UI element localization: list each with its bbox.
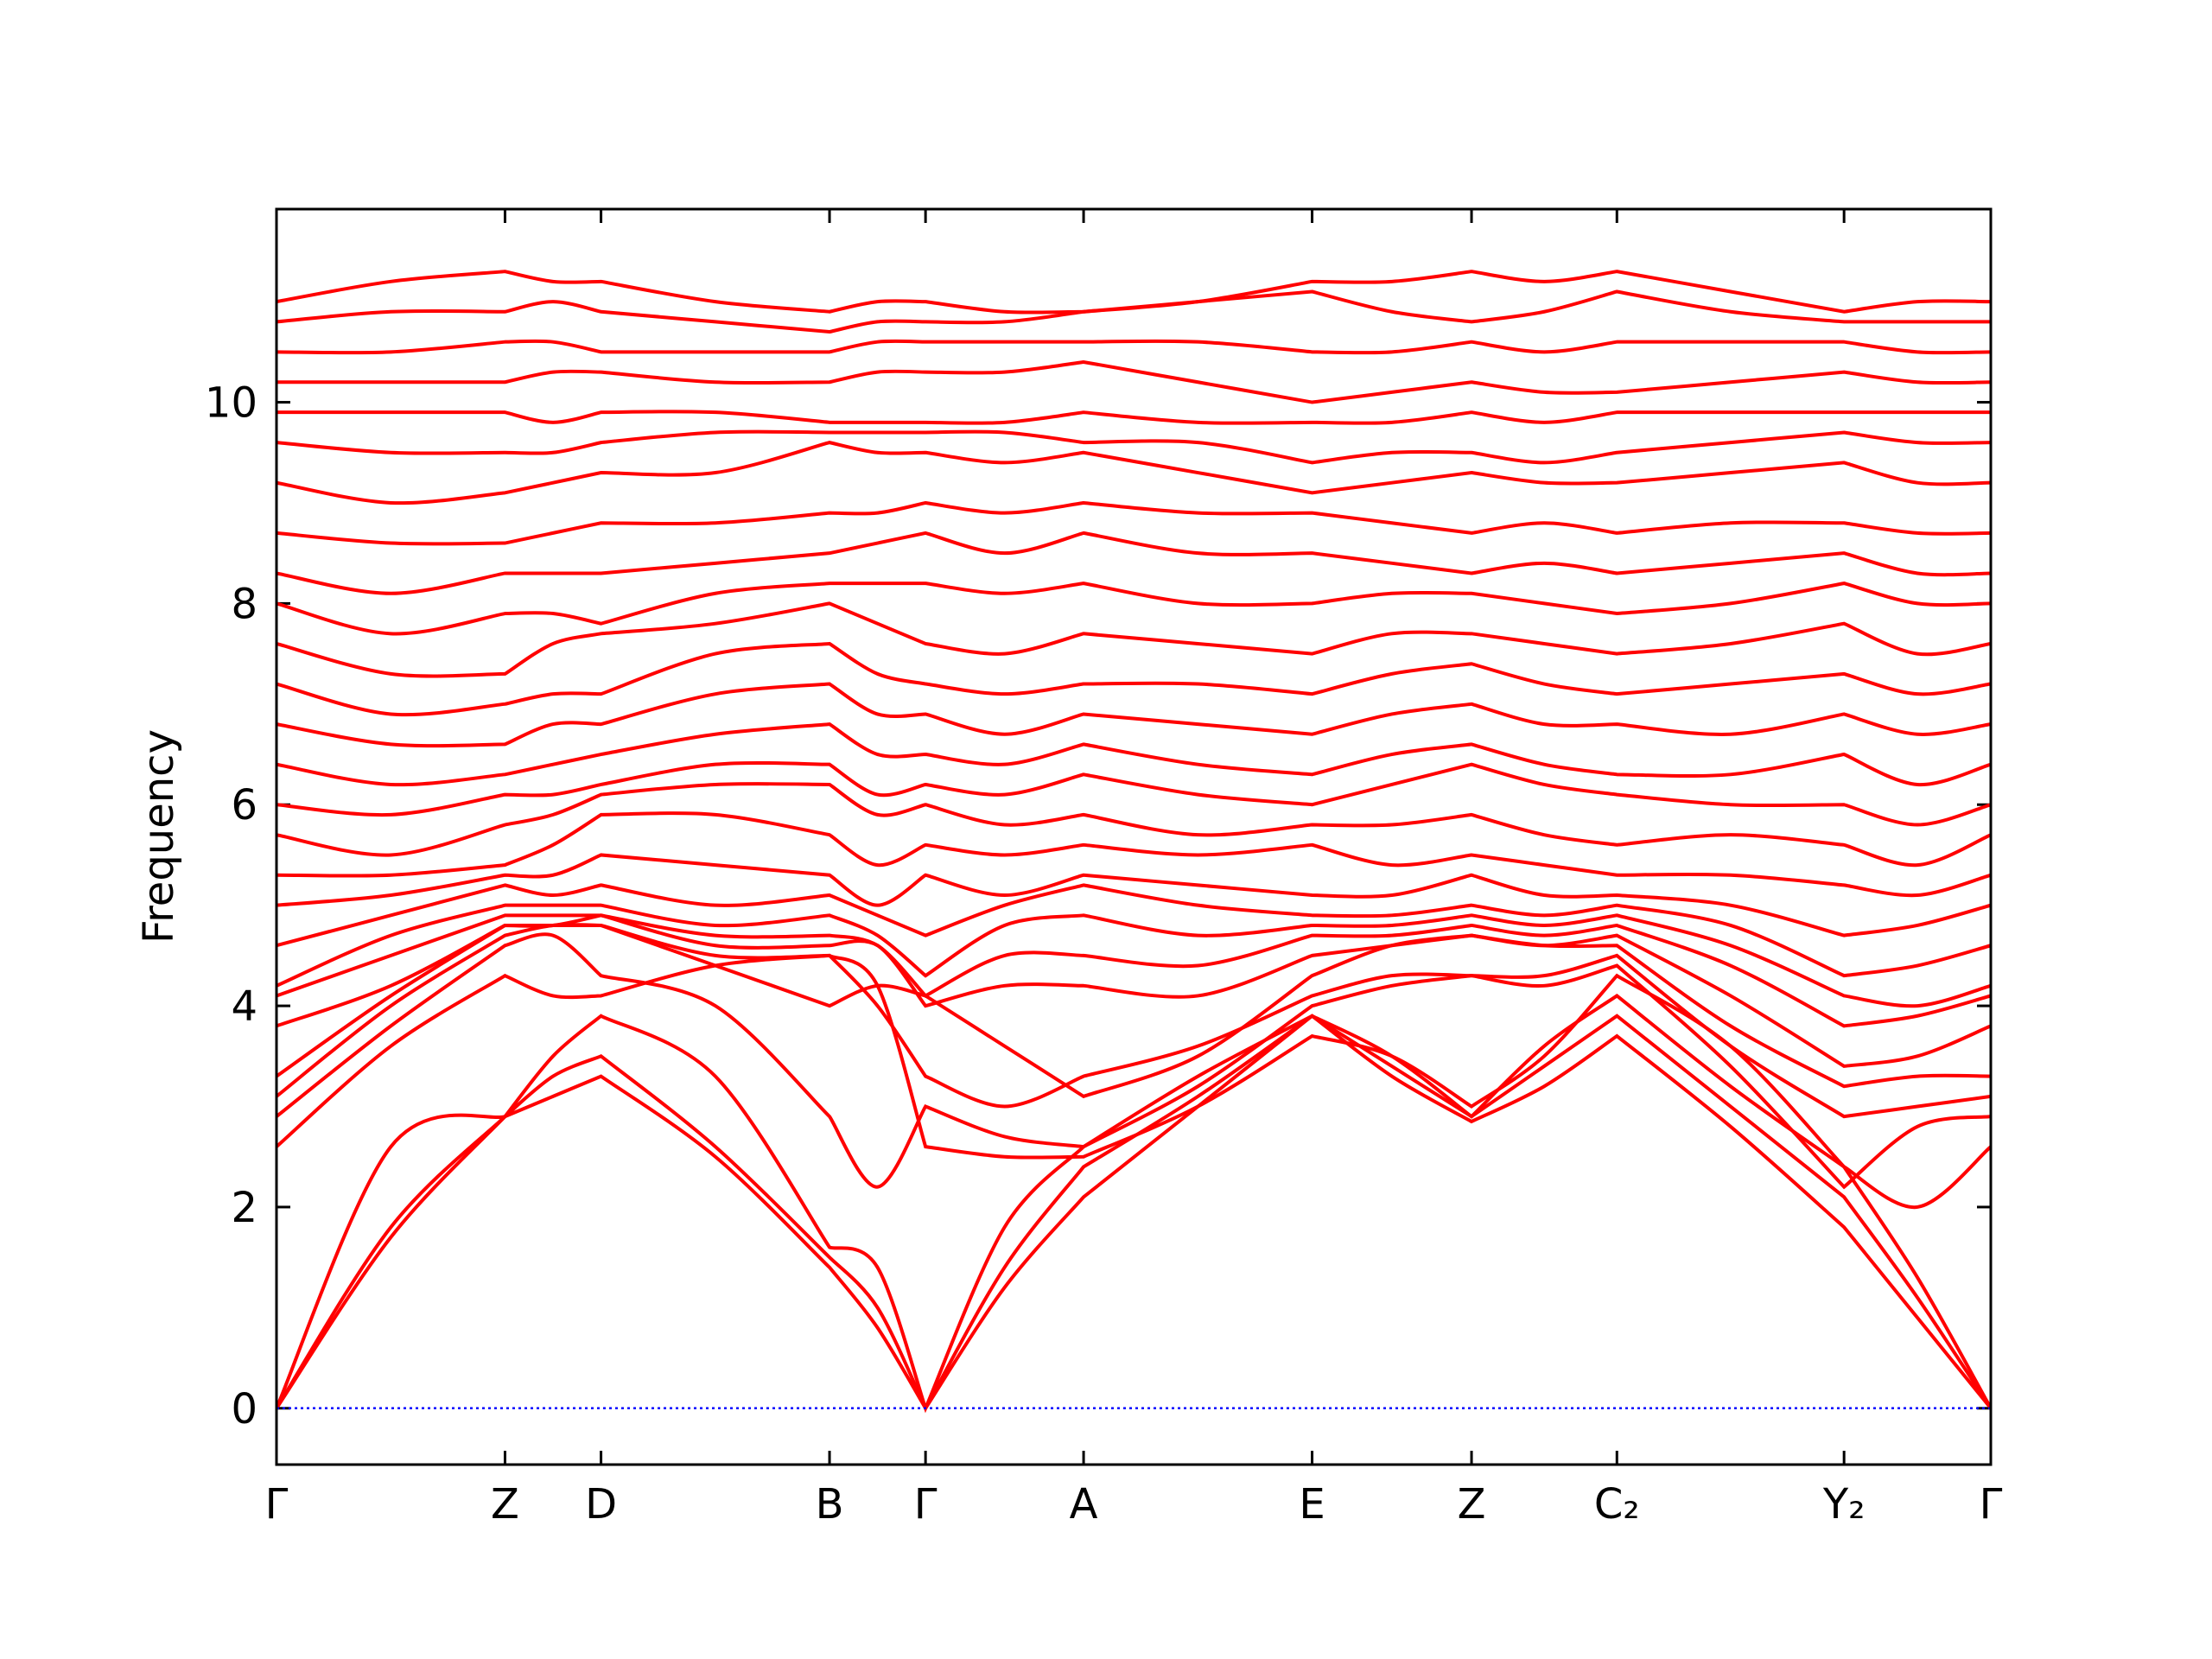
- plot-frame: [275, 207, 1993, 1466]
- band: [276, 760, 1991, 827]
- x-tick-label: Γ: [265, 1480, 289, 1529]
- band: [276, 932, 1991, 1190]
- y-tick-label: 2: [231, 1184, 257, 1232]
- band: [276, 359, 1991, 404]
- y-axis-label: Frequency: [135, 729, 183, 944]
- band: [276, 441, 1991, 505]
- band: [276, 722, 1991, 787]
- band: [276, 641, 1991, 717]
- band: [276, 913, 1991, 1069]
- band: [276, 289, 1991, 334]
- x-tick-label: B: [816, 1480, 844, 1529]
- bands: [276, 270, 1991, 1414]
- y-tick-label: 4: [231, 982, 257, 1031]
- y-tick-label: 8: [231, 580, 257, 628]
- band: [276, 410, 1991, 425]
- band: [276, 782, 1991, 868]
- band: [276, 1014, 1991, 1413]
- band: [276, 339, 1991, 355]
- y-tick-label: 0: [231, 1385, 257, 1433]
- band: [276, 429, 1991, 465]
- x-tick-label: Y₂: [1822, 1480, 1866, 1529]
- x-tick-label: D: [585, 1480, 617, 1529]
- band: [276, 993, 1991, 1414]
- x-tick-label: Γ: [914, 1480, 938, 1529]
- band: [276, 913, 1991, 1028]
- band: [276, 853, 1991, 938]
- y-tick-label: 10: [205, 379, 257, 428]
- x-tick-label: Z: [1458, 1480, 1486, 1529]
- band: [276, 601, 1991, 678]
- y-tick-label: 6: [231, 781, 257, 830]
- x-tick-label: Z: [491, 1480, 519, 1529]
- band: [276, 270, 1991, 315]
- x-tick-label: C₂: [1594, 1480, 1640, 1529]
- x-tick-label: A: [1070, 1480, 1098, 1529]
- band: [276, 1014, 1991, 1412]
- band: [276, 500, 1991, 546]
- band: [276, 582, 1991, 636]
- band: [276, 811, 1991, 898]
- band: [276, 903, 1991, 1008]
- x-tick-label: E: [1299, 1480, 1325, 1529]
- band: [276, 531, 1991, 595]
- x-tick-label: Γ: [1980, 1480, 2003, 1529]
- band: [276, 682, 1991, 748]
- band: [276, 883, 1991, 978]
